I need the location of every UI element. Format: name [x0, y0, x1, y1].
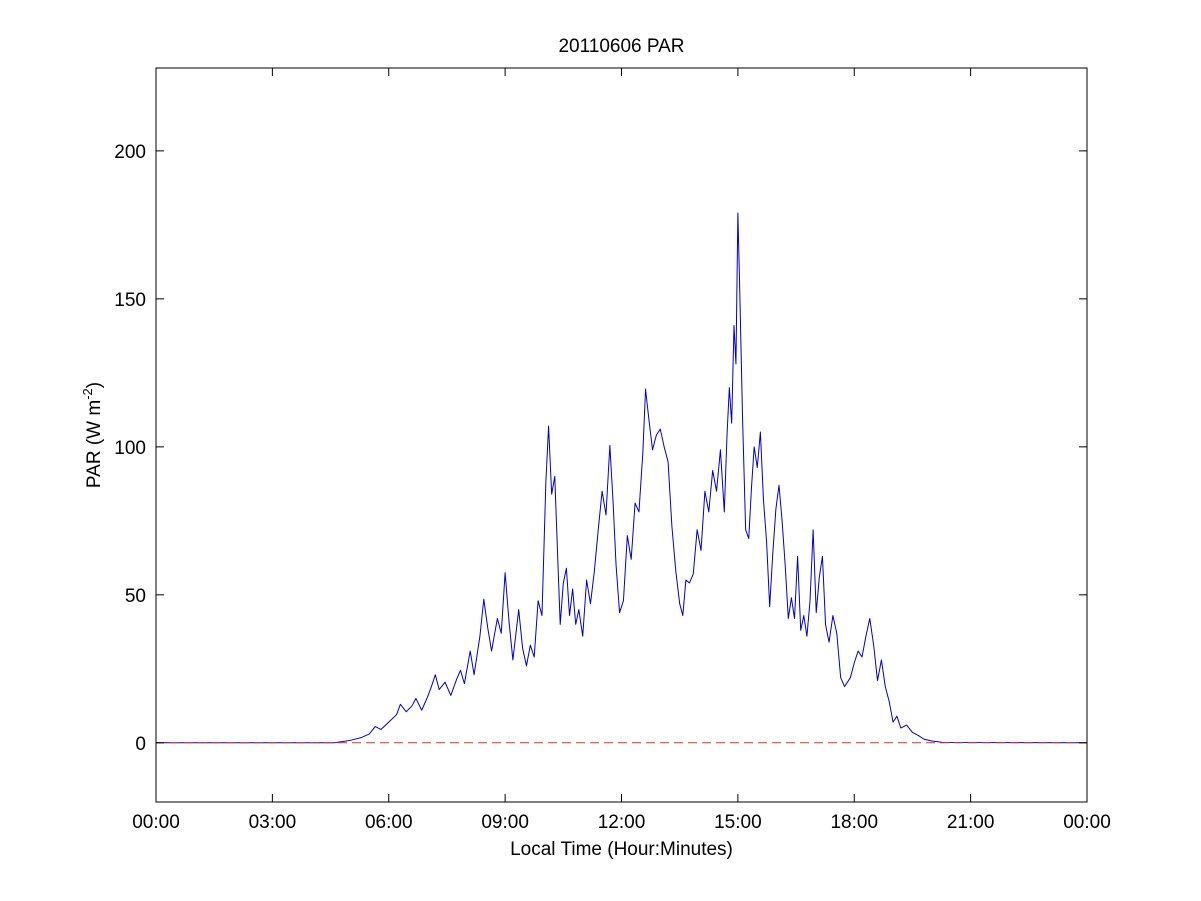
y-tick-label: 100	[114, 438, 146, 459]
y-tick-label: 150	[114, 290, 146, 311]
y-axis-title-prefix: PAR (W m	[84, 400, 105, 488]
x-tick-label: 12:00	[598, 812, 646, 833]
y-tick-label: 0	[135, 734, 146, 755]
x-axis-title: Local Time (Hour:Minutes)	[510, 839, 733, 860]
x-tick-label: 06:00	[365, 812, 413, 833]
y-axis-title: PAR (W m-2)	[80, 382, 105, 488]
y-tick-label: 50	[125, 586, 146, 607]
y-axis-title-superscript: -2	[80, 388, 95, 400]
x-tick-label: 15:00	[714, 812, 762, 833]
x-tick-label: 03:00	[249, 812, 297, 833]
y-axis-title-suffix: )	[84, 382, 105, 388]
x-tick-label: 21:00	[947, 812, 995, 833]
axis-ticks: 00:00 03:00 06:00 09:00 12:00 15:00 18:00 21:00…	[114, 68, 1111, 833]
par-series-line	[156, 212, 1088, 744]
plot-frame	[155, 67, 1088, 803]
x-tick-label: 09:00	[481, 812, 529, 833]
y-tick-label: 200	[114, 142, 146, 163]
x-tick-label: 18:00	[830, 812, 878, 833]
x-tick-label: 00:00	[1063, 812, 1111, 833]
chart-title: 20110606 PAR	[558, 36, 684, 57]
x-tick-label: 00:00	[132, 812, 180, 833]
series-layer	[156, 212, 1088, 744]
